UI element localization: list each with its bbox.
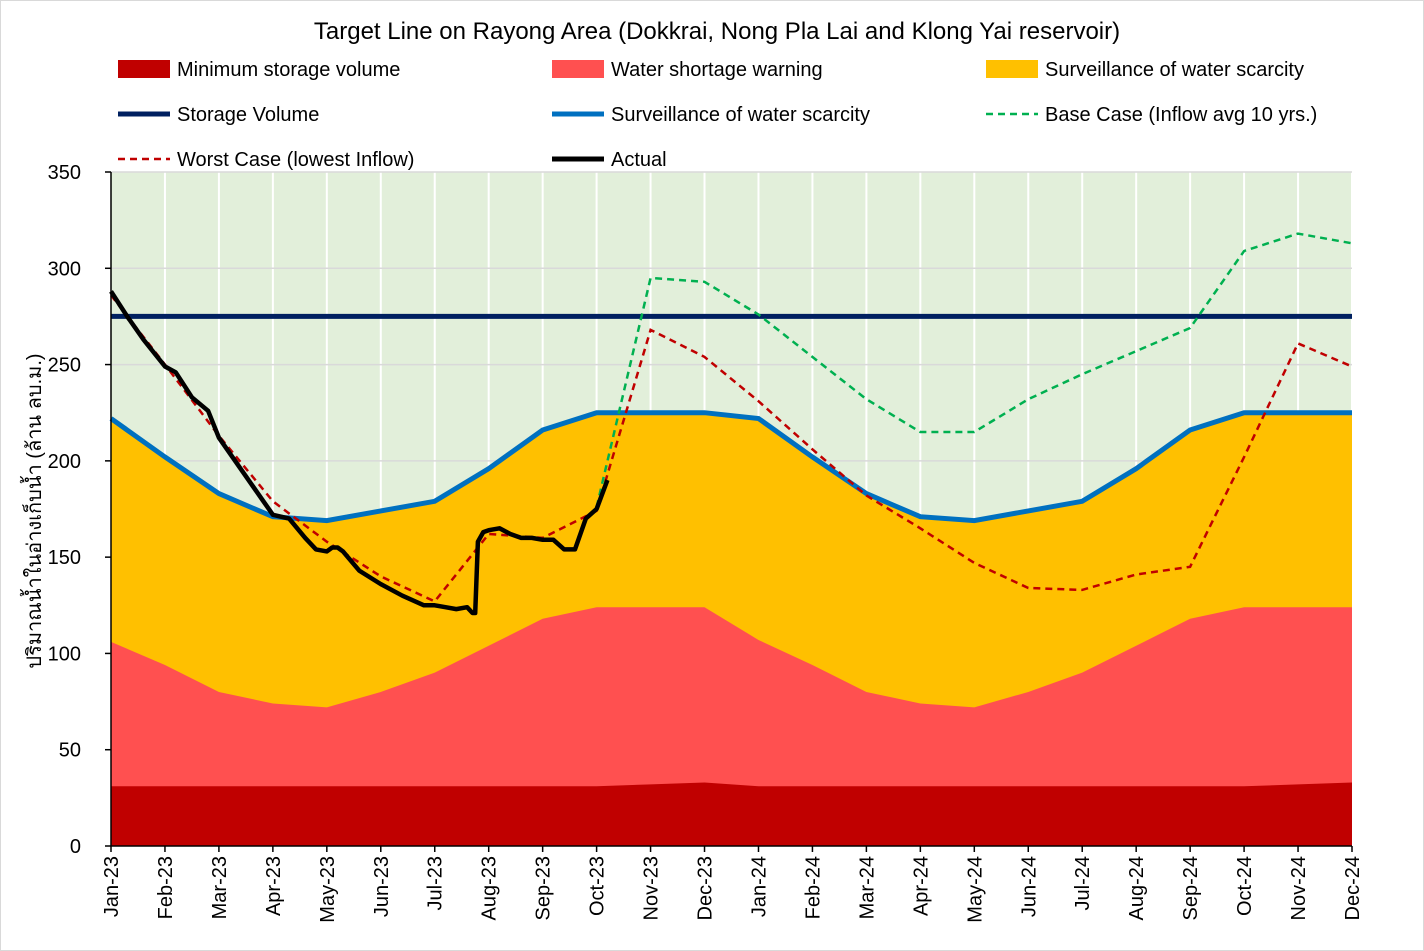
x-tick-label: May-23 [317, 856, 339, 923]
x-tick-label: Jan-23 [101, 856, 123, 917]
legend-item: Base Case (Inflow avg 10 yrs.) [986, 104, 1317, 126]
x-tick-label: Jun-23 [371, 856, 393, 917]
legend-label: Minimum storage volume [177, 59, 400, 81]
x-tick-label: Dec-24 [1342, 856, 1364, 920]
line-series [595, 232, 1353, 508]
legend-item: Surveillance of water scarcity [986, 59, 1304, 81]
x-tick-label: Oct-24 [1234, 856, 1256, 916]
x-tick-label: May-24 [964, 856, 986, 923]
x-tick-label: Dec-23 [695, 856, 717, 920]
legend-swatch [986, 60, 1038, 78]
x-tick-label: Mar-24 [856, 856, 878, 919]
y-tick-label: 100 [48, 643, 81, 665]
legend-swatch [552, 60, 604, 78]
x-tick-label: Nov-24 [1288, 856, 1310, 920]
legend-label: Surveillance of water scarcity [611, 104, 870, 126]
line-series [110, 294, 1353, 603]
legend-item: Storage Volume [118, 104, 319, 126]
x-tick-label: Sep-23 [533, 856, 555, 921]
line-series [109, 290, 610, 616]
y-tick-label: 200 [48, 451, 81, 473]
y-axis: 0 50 100 150 200 250 300 350 [48, 162, 112, 858]
y-tick-label: 0 [70, 836, 81, 858]
y-tick-label: 300 [48, 258, 81, 280]
chart-title: Target Line on Rayong Area (Dokkrai, Non… [314, 18, 1120, 45]
x-tick-label: Feb-23 [155, 856, 177, 919]
legend-item: Water shortage warning [552, 59, 823, 81]
y-tick-label: 250 [48, 355, 81, 377]
legend-label: Base Case (Inflow avg 10 yrs.) [1045, 104, 1317, 126]
x-tick-label: Jul-24 [1072, 856, 1094, 910]
x-tick-label: Jul-23 [425, 856, 447, 910]
line-series [109, 410, 1352, 524]
x-axis: Jan-23 Feb-23 Mar-23 Apr-23 May-23 Jun-23 Jul-… [101, 845, 1364, 923]
y-tick-label: 50 [59, 740, 81, 762]
x-tick-label: Oct-23 [587, 856, 609, 916]
legend-swatch [118, 60, 170, 78]
legend-item: Minimum storage volume [118, 59, 400, 81]
legend: Minimum storage volume Water shortage war… [118, 59, 1317, 171]
x-tick-label: Mar-23 [209, 856, 231, 919]
x-tick-label: Sep-24 [1180, 856, 1202, 921]
x-tick-label: Feb-24 [802, 856, 824, 919]
y-tick-label: 150 [48, 547, 81, 569]
x-tick-label: Jan-24 [748, 856, 770, 917]
y-axis-label: ปริมาณน้ำในอ่างเก็บน้ำ (ล้าน ลบ.ม.) [20, 353, 46, 668]
legend-item: Worst Case (lowest Inflow) [118, 149, 414, 171]
x-tick-label: Aug-23 [479, 856, 501, 921]
legend-label: Storage Volume [177, 104, 319, 126]
x-tick-label: Nov-23 [641, 856, 663, 920]
x-tick-label: Apr-24 [910, 856, 932, 916]
legend-label: Actual [611, 149, 667, 171]
legend-label: Surveillance of water scarcity [1045, 59, 1304, 81]
legend-label: Worst Case (lowest Inflow) [177, 149, 414, 171]
plot-area [109, 171, 1353, 846]
area-series [111, 782, 1352, 846]
legend-item: Surveillance of water scarcity [552, 104, 870, 126]
legend-item: Actual [552, 149, 667, 171]
legend-label: Water shortage warning [611, 59, 823, 81]
x-tick-label: Jun-24 [1018, 856, 1040, 917]
x-tick-label: Aug-24 [1126, 856, 1148, 921]
y-tick-label: 350 [48, 162, 81, 184]
x-tick-label: Apr-23 [263, 856, 285, 916]
